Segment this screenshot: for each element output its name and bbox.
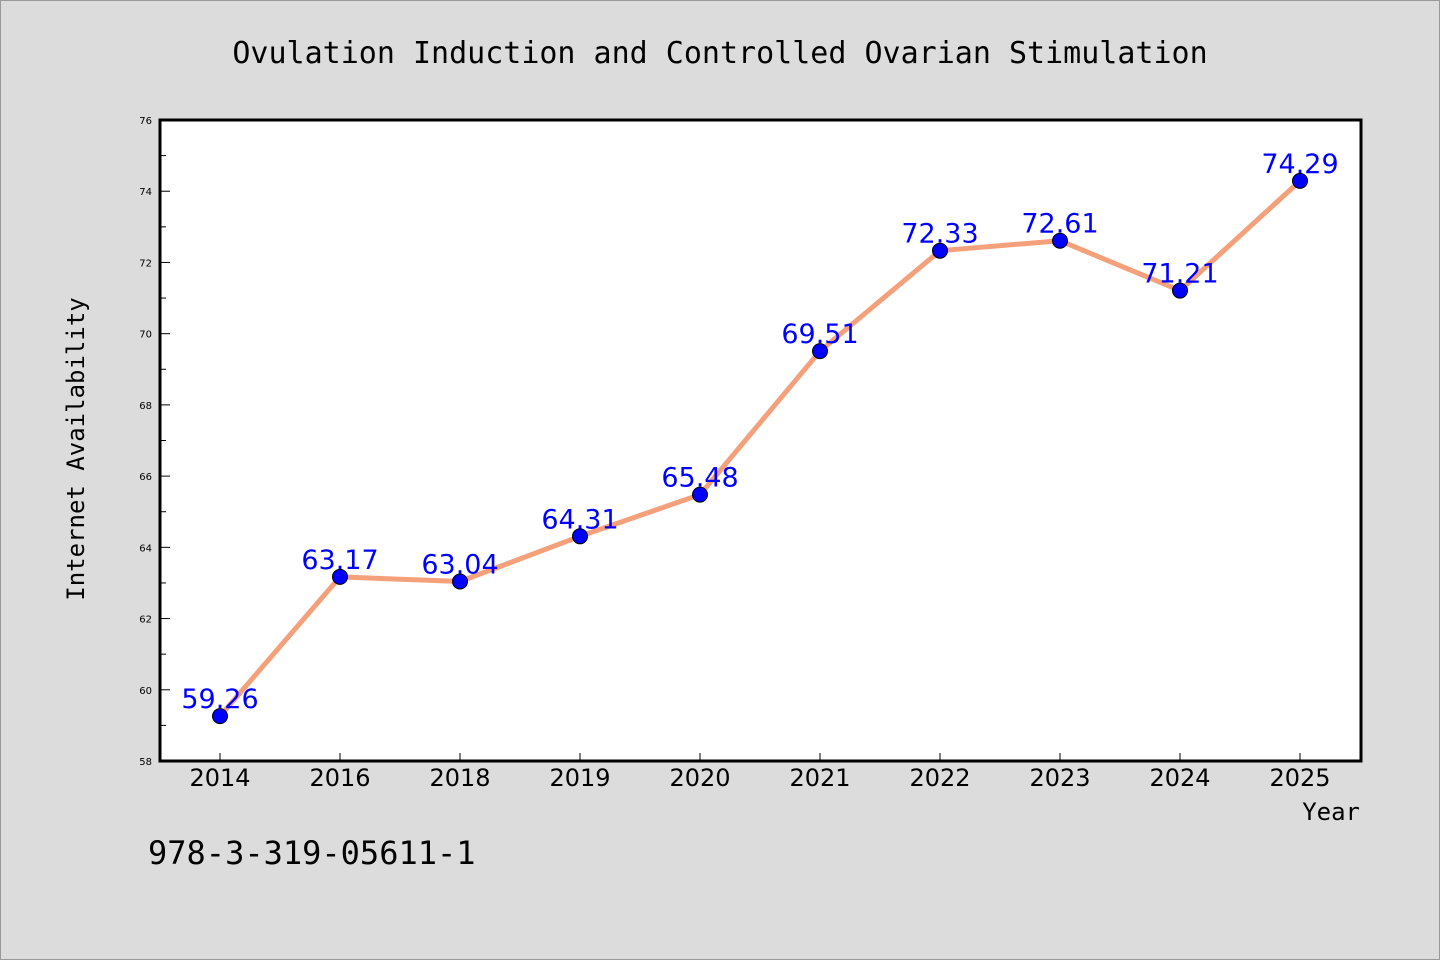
series-line-group: [217, 178, 1303, 719]
data-label: 72.61: [1021, 209, 1098, 240]
data-point-marker: [1292, 172, 1308, 189]
x-axis-label: Year: [1302, 798, 1360, 826]
data-point-marker: [212, 708, 228, 725]
data-point-marker: [1052, 232, 1068, 249]
y-tick-label: 76: [139, 116, 152, 127]
y-tick-label: 66: [139, 472, 152, 483]
data-labels-group: 59.26 63.17 63.04 64.31 65.48 69.51 72.33 72.61…: [181, 149, 1338, 715]
y-tick-label: 68: [139, 401, 152, 412]
data-label: 65.48: [661, 463, 738, 494]
x-tick-label: 2019: [549, 764, 610, 792]
chart-title: Ovulation Induction and Controlled Ovari…: [232, 36, 1207, 71]
x-tick-label: 2016: [309, 764, 370, 792]
x-tick-label: 2018: [429, 764, 490, 792]
data-label: 59.26: [181, 684, 258, 715]
data-point-marker: [932, 242, 948, 259]
series-markers-group: [212, 172, 1308, 725]
x-tick-label: 2014: [189, 764, 250, 792]
data-point-marker: [812, 343, 828, 360]
x-axis: 2014 2016 2018 2019 2020 2021 2022 2023 2024 2025: [189, 753, 1331, 792]
series-line: [217, 178, 1303, 719]
data-label: 74.29: [1261, 149, 1338, 180]
x-tick-label: 2023: [1029, 764, 1090, 792]
data-point-marker: [572, 528, 588, 545]
data-label: 63.17: [301, 545, 378, 576]
y-tick-label: 60: [139, 686, 152, 697]
footnote-isbn: 978-3-319-05611-1: [148, 834, 476, 872]
y-tick-label: 64: [139, 543, 152, 554]
y-tick-label: 70: [139, 330, 152, 341]
data-label: 63.04: [421, 550, 498, 581]
y-tick-label: 72: [139, 258, 152, 269]
x-tick-label: 2025: [1269, 764, 1330, 792]
data-label: 71.21: [1141, 259, 1218, 290]
x-tick-label: 2021: [789, 764, 850, 792]
y-tick-label: 62: [139, 615, 152, 626]
plot-area: [158, 118, 1363, 763]
data-point-marker: [1172, 282, 1188, 299]
data-label: 72.33: [901, 219, 978, 250]
data-point-marker: [452, 573, 468, 590]
y-tick-label: 74: [139, 187, 152, 198]
x-tick-label: 2024: [1149, 764, 1210, 792]
data-label: 64.31: [541, 504, 618, 535]
x-tick-label: 2020: [669, 764, 730, 792]
y-axis-label: Internet Availability: [62, 297, 90, 600]
x-tick-label: 2022: [909, 764, 970, 792]
y-axis: 58 60 62 64 66 68 70 72 74 76: [139, 116, 170, 768]
data-point-marker: [692, 486, 708, 503]
y-tick-label: 58: [139, 757, 152, 768]
data-point-marker: [332, 568, 348, 585]
data-label: 69.51: [781, 319, 858, 350]
